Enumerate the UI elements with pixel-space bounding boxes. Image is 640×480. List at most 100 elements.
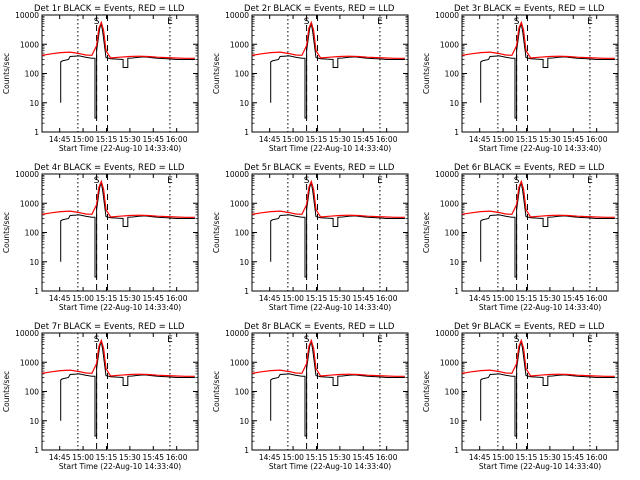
y-tick-label: 10 <box>239 258 249 267</box>
y-axis-label: Counts/sec <box>2 212 11 253</box>
x-tick-label: 15:45 <box>352 135 374 144</box>
y-tick-label: 10 <box>29 99 39 108</box>
x-tick-label: 16:00 <box>586 294 608 303</box>
x-tick-label: 15:30 <box>329 453 351 462</box>
x-axis-label: Start Time (22-Aug-10 14:33:40) <box>269 144 391 153</box>
panel-title: Det 1r BLACK = Events, RED = LLD <box>34 4 185 14</box>
y-tick-label: 10 <box>449 99 459 108</box>
y-tick-label: 1 <box>244 446 249 455</box>
marker-label: E <box>377 335 383 345</box>
y-axis-label: Counts/sec <box>2 53 11 94</box>
marker-label: S <box>94 176 100 186</box>
y-tick-label: 1000 <box>230 358 249 367</box>
lld-series-line <box>41 338 195 377</box>
x-tick-label: 15:00 <box>492 294 514 303</box>
panel-title: Det 5r BLACK = Events, RED = LLD <box>244 163 395 173</box>
x-tick-label: 15:00 <box>282 294 304 303</box>
y-tick-label: 10 <box>449 417 459 426</box>
panel-2: Det 2r BLACK = Events, RED = LLD 1 10 100 10… <box>212 4 409 153</box>
lld-series-line <box>461 179 615 218</box>
x-tick-label: 15:45 <box>142 294 164 303</box>
x-tick-label: 16:00 <box>376 294 398 303</box>
panel-title: Det 7r BLACK = Events, RED = LLD <box>34 322 185 332</box>
x-tick-label: 14:45 <box>49 294 71 303</box>
panel-5: Det 5r BLACK = Events, RED = LLD 1 10 100 10… <box>212 163 409 312</box>
marker-label: S <box>94 17 100 27</box>
y-tick-label: 1000 <box>440 40 459 49</box>
panel-title: Det 8r BLACK = Events, RED = LLD <box>244 322 395 332</box>
events-series-line <box>60 180 195 278</box>
x-tick-label: 16:00 <box>166 453 188 462</box>
x-tick-label: 15:30 <box>539 135 561 144</box>
lld-series-line <box>251 338 405 377</box>
y-tick-label: 10000 <box>435 11 459 20</box>
x-tick-label: 15:00 <box>72 453 94 462</box>
plot-frame <box>41 14 199 133</box>
y-tick-label: 10000 <box>15 170 39 179</box>
x-axis-label: Start Time (22-Aug-10 14:33:40) <box>59 462 181 471</box>
y-tick-label: 100 <box>25 70 40 79</box>
y-tick-label: 100 <box>235 388 250 397</box>
marker-label: S <box>514 17 520 27</box>
x-tick-label: 15:30 <box>329 294 351 303</box>
x-tick-label: 15:45 <box>562 135 584 144</box>
x-axis-label: Start Time (22-Aug-10 14:33:40) <box>479 462 601 471</box>
y-tick-label: 1000 <box>20 199 39 208</box>
x-tick-label: 15:30 <box>119 135 141 144</box>
x-axis-label: Start Time (22-Aug-10 14:33:40) <box>59 303 181 312</box>
x-tick-label: 16:00 <box>376 453 398 462</box>
lld-series-line <box>461 338 615 377</box>
x-tick-label: 14:45 <box>49 453 71 462</box>
x-tick-label: 15:30 <box>329 135 351 144</box>
x-tick-label: 14:45 <box>259 453 281 462</box>
marker-label: S <box>304 17 310 27</box>
marker-label: S <box>304 176 310 186</box>
panel-title: Det 4r BLACK = Events, RED = LLD <box>34 163 185 173</box>
x-axis-label: Start Time (22-Aug-10 14:33:40) <box>269 303 391 312</box>
y-tick-label: 1 <box>454 446 459 455</box>
x-tick-label: 16:00 <box>166 135 188 144</box>
marker-label: E <box>587 17 593 27</box>
y-tick-label: 1000 <box>20 40 39 49</box>
plot-frame <box>461 173 619 292</box>
panel-title: Det 9r BLACK = Events, RED = LLD <box>454 322 605 332</box>
panel-1: Det 1r BLACK = Events, RED = LLD 1 10 100 10… <box>2 4 199 153</box>
events-series-line <box>480 339 615 437</box>
y-tick-label: 10 <box>239 99 249 108</box>
y-tick-label: 10000 <box>15 11 39 20</box>
y-tick-label: 1 <box>34 128 39 137</box>
marker-label: E <box>167 335 173 345</box>
y-tick-label: 100 <box>25 229 40 238</box>
x-axis-label: Start Time (22-Aug-10 14:33:40) <box>479 303 601 312</box>
events-series-line <box>480 180 615 278</box>
y-tick-label: 1 <box>244 128 249 137</box>
marker-label: S <box>94 335 100 345</box>
x-tick-label: 15:15 <box>96 294 118 303</box>
x-axis-label: Start Time (22-Aug-10 14:33:40) <box>59 144 181 153</box>
y-tick-label: 10 <box>29 417 39 426</box>
x-tick-label: 14:45 <box>469 135 491 144</box>
panel-7: Det 7r BLACK = Events, RED = LLD 1 10 100 10… <box>2 322 199 471</box>
panel-9: Det 9r BLACK = Events, RED = LLD 1 10 100 10… <box>422 322 619 471</box>
x-tick-label: 15:00 <box>282 135 304 144</box>
y-tick-label: 10000 <box>225 11 249 20</box>
x-tick-label: 14:45 <box>469 294 491 303</box>
events-series-line <box>60 21 195 119</box>
plot-frame <box>251 332 409 451</box>
plot-frame <box>41 332 199 451</box>
marker-label: E <box>587 176 593 186</box>
marker-label: S <box>514 176 520 186</box>
y-tick-label: 1000 <box>230 40 249 49</box>
x-tick-label: 14:45 <box>49 135 71 144</box>
x-tick-label: 15:15 <box>306 453 328 462</box>
plot-frame <box>461 14 619 133</box>
x-tick-label: 15:15 <box>516 294 538 303</box>
x-tick-label: 15:00 <box>282 453 304 462</box>
y-tick-label: 10 <box>239 417 249 426</box>
x-tick-label: 15:30 <box>119 453 141 462</box>
x-tick-label: 15:00 <box>72 294 94 303</box>
y-axis-label: Counts/sec <box>212 371 221 412</box>
x-axis-label: Start Time (22-Aug-10 14:33:40) <box>269 462 391 471</box>
events-series-line <box>60 339 195 437</box>
